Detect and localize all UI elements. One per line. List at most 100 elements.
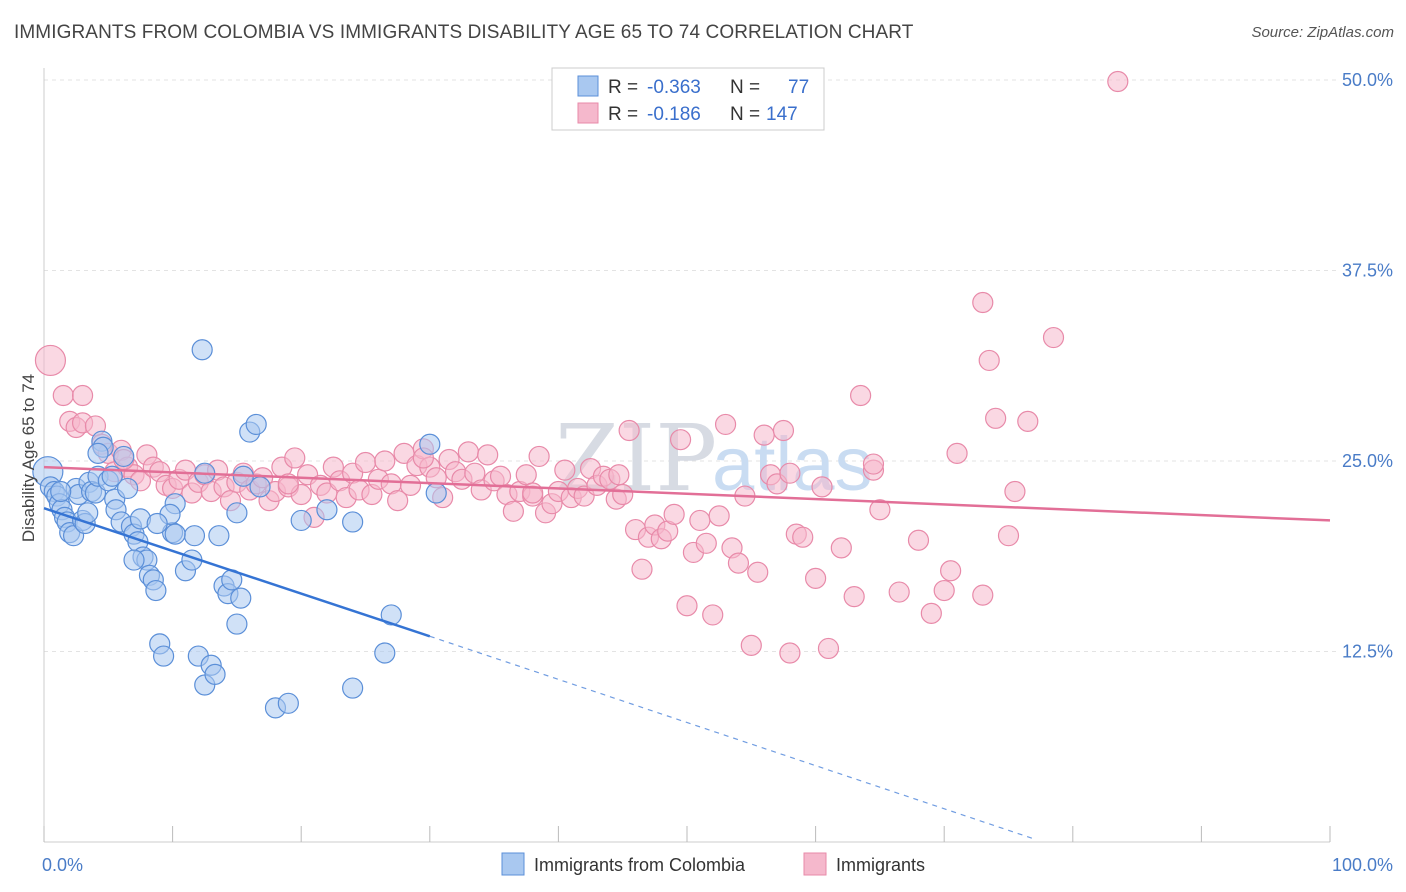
chart-source: Source: ZipAtlas.com: [1251, 24, 1394, 41]
immigrants-point-128: [940, 560, 962, 582]
y-tick-label-2: 37.5%: [1342, 261, 1393, 281]
immigrants-point-146: [608, 464, 630, 486]
immigrants-point-138: [1107, 70, 1129, 93]
colombia-point-48: [208, 525, 230, 547]
chart-title: IMMIGRANTS FROM COLOMBIA VS IMMIGRANTS D…: [14, 22, 914, 43]
colombia-point-57: [245, 413, 267, 436]
trend-line-colombia-extension: [429, 635, 1035, 840]
colombia-point-52: [226, 613, 248, 635]
immigrants-point-116: [804, 567, 827, 589]
immigrants-point-95: [663, 503, 685, 525]
immigrants-point-144: [277, 473, 299, 495]
immigrants-point-124: [888, 581, 910, 603]
colombia-point-54: [183, 525, 206, 547]
immigrants-point-130: [972, 584, 994, 606]
colombia-point-72: [374, 642, 396, 664]
colombia-point-69: [419, 433, 441, 455]
immigrants-point-99: [689, 509, 711, 532]
immigrants-point-113: [779, 642, 801, 664]
colombia-point-68: [380, 604, 402, 626]
bottom-legend-swatch-immigrants: [803, 852, 827, 876]
legend-n-value-colombia: 77: [788, 77, 809, 98]
immigrants-point-142: [71, 384, 94, 407]
immigrants-point-109: [753, 424, 775, 446]
immigrants-point-112: [772, 419, 795, 442]
colombia-point-64: [277, 692, 299, 714]
y-tick-label-3: 50.0%: [1342, 70, 1393, 90]
bottom-legend-swatch-colombia: [501, 852, 525, 876]
series-colombia-points: [32, 339, 447, 719]
immigrants-point-36: [284, 447, 306, 469]
legend-r-label-immigrants: R =: [608, 104, 638, 125]
immigrants-point-118: [817, 637, 840, 660]
colombia-point-25: [113, 445, 135, 468]
immigrants-point-135: [1017, 410, 1039, 432]
trend-line-colombia: [43, 507, 431, 638]
immigrants-point-102: [708, 505, 730, 527]
axes: [43, 68, 1331, 843]
immigrants-point-96: [669, 429, 692, 451]
immigrants-point-52: [387, 490, 409, 512]
immigrants-point-129: [946, 442, 968, 464]
x-tick-label-0: 0.0%: [42, 855, 83, 875]
legend-r-value-immigrants: -0.186: [647, 104, 701, 125]
legend-n-label-colombia: N =: [730, 77, 760, 98]
immigrants-point-103: [714, 413, 737, 436]
immigrants-point-117: [811, 476, 833, 498]
colombia-point-47: [204, 663, 226, 685]
immigrants-point-70: [502, 500, 524, 522]
immigrants-point-115: [792, 526, 814, 548]
immigrants-point-54: [399, 474, 422, 496]
immigrants-point-105: [727, 552, 750, 574]
legend: R = -0.363 N = 77 R = -0.186 N = 147: [551, 67, 825, 131]
colombia-point-53: [230, 587, 252, 609]
immigrants-point-136: [1042, 326, 1065, 349]
immigrants-point-125: [907, 529, 930, 551]
immigrants-point-90: [631, 558, 653, 580]
immigrants-point-120: [843, 586, 865, 608]
colombia-point-65: [290, 509, 312, 532]
immigrants-point-1: [52, 384, 74, 407]
immigrants-point-134: [1004, 480, 1026, 503]
immigrants-point-132: [985, 407, 1007, 429]
y-axis-label: Disability Age 65 to 74: [19, 374, 38, 542]
immigrants-point-74: [528, 445, 550, 468]
bottom-legend-label-colombia: Immigrants from Colombia: [534, 855, 746, 875]
immigrants-point-133: [997, 525, 1020, 547]
immigrants-point-121: [850, 384, 872, 407]
x-tick-label-1: 100.0%: [1332, 855, 1393, 875]
colombia-point-76: [50, 480, 72, 503]
immigrants-point-127: [933, 579, 955, 602]
immigrants-point-101: [702, 604, 724, 626]
colombia-point-66: [316, 499, 338, 521]
grid-lines: [44, 79, 1340, 652]
immigrants-point-140: [779, 462, 801, 484]
colombia-point-70: [425, 482, 447, 504]
immigrants-point-0: [34, 344, 67, 377]
trend-lines: [43, 465, 1331, 840]
immigrants-point-66: [477, 444, 499, 466]
y-tick-labels: 12.5% 25.0% 37.5% 50.0%: [1342, 70, 1393, 662]
immigrants-point-88: [618, 419, 640, 442]
immigrants-point-50: [374, 450, 396, 472]
immigrants-point-47: [354, 451, 377, 474]
bottom-legend: Immigrants from Colombia Immigrants: [501, 852, 925, 876]
immigrants-point-68: [489, 465, 512, 487]
bottom-legend-label-immigrants: Immigrants: [836, 855, 925, 875]
immigrants-point-123: [869, 499, 891, 521]
legend-swatch-immigrants: [577, 102, 599, 124]
colombia-point-73: [87, 442, 109, 464]
legend-r-value-colombia: -0.363: [647, 77, 701, 98]
immigrants-point-87: [612, 483, 634, 506]
colombia-point-67: [342, 511, 364, 533]
colombia-point-71: [342, 677, 364, 699]
series-immigrants-points: [34, 70, 1129, 664]
legend-n-value-immigrants: 147: [766, 104, 798, 125]
immigrants-point-78: [554, 459, 576, 481]
immigrants-point-108: [747, 561, 769, 583]
immigrants-point-107: [740, 634, 762, 657]
legend-r-label-colombia: R =: [608, 77, 638, 98]
immigrants-point-97: [676, 595, 698, 617]
immigrants-point-131: [978, 349, 1000, 372]
